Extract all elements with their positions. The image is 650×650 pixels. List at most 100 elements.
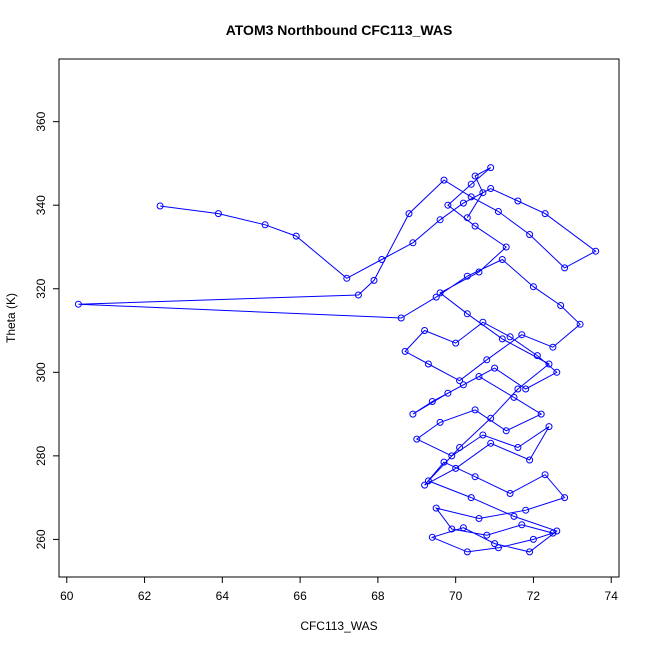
data-point bbox=[479, 431, 487, 439]
data-point bbox=[537, 410, 545, 418]
data-point bbox=[553, 368, 561, 376]
data-point bbox=[549, 343, 557, 351]
data-point bbox=[561, 264, 569, 272]
data-point bbox=[452, 339, 460, 347]
data-point bbox=[471, 406, 479, 414]
data-point bbox=[74, 300, 82, 308]
data-point bbox=[432, 293, 440, 301]
data-point bbox=[541, 471, 549, 479]
data-point bbox=[401, 347, 409, 355]
data-point bbox=[494, 544, 502, 552]
x-tick-label: 68 bbox=[371, 589, 385, 603]
data-point bbox=[409, 239, 417, 247]
data-point bbox=[498, 256, 506, 263]
y-tick-label: 280 bbox=[34, 446, 48, 466]
data-point bbox=[541, 210, 549, 218]
data-point bbox=[491, 540, 499, 548]
data-point bbox=[522, 385, 530, 393]
data-point bbox=[292, 232, 300, 240]
data-point bbox=[409, 410, 417, 418]
data-point bbox=[514, 385, 522, 393]
data-point bbox=[557, 302, 565, 309]
data-point bbox=[214, 210, 222, 218]
data-point bbox=[424, 360, 432, 368]
data-point bbox=[487, 164, 495, 172]
x-tick-label: 74 bbox=[605, 589, 619, 603]
x-tick-label: 62 bbox=[138, 589, 152, 603]
data-point bbox=[448, 452, 456, 460]
data-point bbox=[459, 524, 467, 532]
data-point bbox=[432, 504, 440, 512]
data-point bbox=[475, 515, 483, 522]
data-point bbox=[475, 268, 483, 276]
data-point bbox=[463, 214, 471, 222]
data-point bbox=[561, 494, 569, 502]
data-point bbox=[463, 272, 471, 280]
x-tick-label: 66 bbox=[293, 589, 307, 603]
data-point bbox=[553, 527, 561, 535]
data-point bbox=[518, 331, 526, 339]
data-point bbox=[440, 176, 448, 184]
data-point bbox=[471, 172, 479, 180]
data-point bbox=[448, 525, 456, 533]
y-tick-label: 360 bbox=[34, 111, 48, 131]
data-point bbox=[370, 276, 378, 284]
data-point bbox=[452, 464, 460, 472]
y-tick-label: 340 bbox=[34, 195, 48, 215]
data-point bbox=[506, 333, 514, 341]
data-point bbox=[444, 201, 452, 209]
data-point bbox=[413, 435, 421, 443]
data-point bbox=[479, 189, 487, 197]
data-point bbox=[459, 381, 467, 389]
y-tick-label: 260 bbox=[34, 529, 48, 549]
data-point bbox=[529, 283, 537, 291]
y-axis-label: Theta (K) bbox=[4, 293, 18, 343]
data-point bbox=[378, 256, 386, 263]
data-point bbox=[549, 529, 557, 537]
data-point bbox=[518, 521, 526, 529]
data-point bbox=[487, 185, 495, 192]
x-tick-label: 72 bbox=[527, 589, 541, 603]
x-tick-label: 64 bbox=[216, 589, 230, 603]
data-point bbox=[471, 222, 479, 230]
data-point bbox=[592, 247, 600, 255]
x-axis: 60 62 64 66 68 70 72 74 bbox=[60, 576, 619, 603]
x-tick-label: 70 bbox=[449, 589, 463, 603]
data-point bbox=[545, 423, 553, 431]
data-point bbox=[444, 389, 452, 397]
data-point bbox=[463, 548, 471, 556]
data-point bbox=[463, 310, 471, 318]
data-point bbox=[483, 356, 491, 364]
data-point bbox=[436, 418, 444, 426]
data-point bbox=[467, 494, 475, 502]
data-point bbox=[502, 427, 510, 435]
data-point bbox=[436, 289, 444, 297]
y-tick-label: 300 bbox=[34, 362, 48, 382]
data-point bbox=[421, 481, 429, 489]
data-point bbox=[424, 477, 432, 485]
data-point bbox=[397, 314, 405, 322]
data-point bbox=[526, 456, 534, 464]
series-line bbox=[78, 167, 597, 553]
data-point bbox=[487, 414, 495, 422]
data-point bbox=[459, 199, 467, 207]
data-point bbox=[479, 318, 487, 326]
x-axis-label: CFC113_WAS bbox=[300, 619, 377, 633]
chart-title: ATOM3 Northbound CFC113_WAS bbox=[226, 22, 453, 38]
data-point bbox=[526, 548, 534, 556]
data-point bbox=[491, 364, 499, 372]
data-point bbox=[483, 531, 491, 539]
data-point bbox=[514, 444, 522, 451]
data-point bbox=[510, 512, 518, 520]
data-point bbox=[526, 231, 534, 238]
data-point bbox=[545, 360, 553, 368]
data-point bbox=[343, 274, 351, 282]
data-point bbox=[421, 327, 429, 334]
data-point bbox=[533, 352, 541, 360]
data-point bbox=[522, 506, 530, 514]
plot-frame bbox=[58, 58, 620, 578]
x-tick-label: 60 bbox=[60, 589, 74, 603]
data-point bbox=[428, 533, 436, 541]
data-point bbox=[471, 473, 479, 481]
